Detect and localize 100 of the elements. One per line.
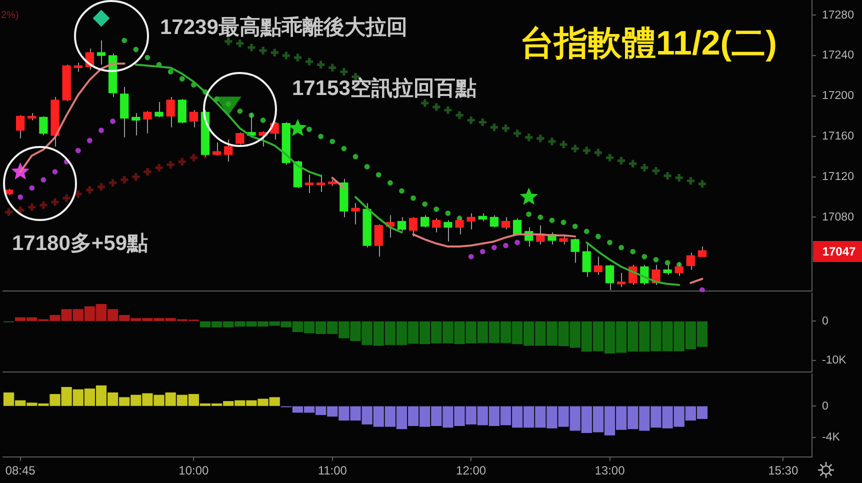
- y-tick-label: 17200: [822, 90, 854, 102]
- candlestick: [408, 216, 418, 237]
- point: [674, 172, 684, 183]
- point: [604, 152, 615, 163]
- candlestick: [686, 252, 695, 270]
- point: [11, 162, 30, 180]
- point: [154, 162, 164, 173]
- candlestick: [455, 218, 464, 235]
- candlestick: [143, 110, 152, 134]
- point: [122, 38, 128, 44]
- point: [179, 76, 185, 82]
- point: [304, 56, 314, 67]
- point: [281, 50, 292, 61]
- annotation: 17239最高點乖離後大拉回: [160, 14, 408, 39]
- y-tick-label: 17160: [822, 130, 854, 143]
- candlestick: [512, 218, 522, 235]
- point: [664, 260, 670, 266]
- point: [582, 145, 592, 156]
- point: [480, 248, 486, 254]
- point: [628, 158, 638, 169]
- point: [570, 143, 580, 154]
- point: [26, 202, 37, 212]
- candlestick: [466, 212, 476, 230]
- point: [92, 10, 110, 27]
- candlestick: [132, 112, 140, 136]
- point: [639, 162, 650, 173]
- point: [110, 118, 116, 124]
- candlestick: [74, 62, 82, 72]
- candlestick: [432, 218, 441, 233]
- candlestick: [698, 246, 707, 258]
- candlestick: [582, 242, 591, 278]
- point: [434, 206, 440, 212]
- point: [595, 234, 601, 240]
- point: [226, 101, 232, 107]
- point: [431, 102, 442, 112]
- annotation: 2%): [1, 10, 19, 21]
- point: [503, 242, 508, 248]
- point: [535, 133, 546, 144]
- point: [442, 105, 454, 116]
- point: [15, 205, 26, 216]
- point: [246, 42, 257, 53]
- candlestick: [178, 98, 186, 124]
- candlestick: [96, 40, 106, 66]
- point: [318, 134, 324, 140]
- point: [642, 254, 648, 260]
- candlestick: [570, 238, 580, 264]
- candlestick: [236, 132, 244, 145]
- point: [512, 128, 522, 138]
- point: [500, 123, 511, 134]
- point: [237, 108, 243, 114]
- point: [188, 152, 199, 163]
- point: [142, 166, 153, 177]
- point: [40, 177, 46, 183]
- point: [618, 244, 624, 250]
- candlestick: [490, 214, 499, 228]
- point: [38, 200, 49, 210]
- candlestick: [420, 214, 430, 228]
- text: 台指軟體11/2(二): [520, 24, 777, 62]
- point: [18, 194, 24, 200]
- point: [292, 52, 303, 63]
- x-tick-label: 13:00: [594, 464, 626, 478]
- point: [491, 244, 497, 250]
- point: [269, 47, 280, 58]
- point: [29, 185, 35, 191]
- point: [572, 224, 578, 230]
- point: [168, 69, 174, 74]
- candlestick: [616, 272, 626, 288]
- text: 17047: [822, 244, 856, 258]
- candlestick: [166, 96, 175, 128]
- point: [560, 220, 566, 225]
- x-tick-label: 12:00: [456, 464, 486, 478]
- point: [489, 122, 500, 132]
- point: [520, 188, 538, 205]
- point: [144, 54, 150, 60]
- point: [341, 146, 347, 152]
- point: [330, 138, 336, 144]
- point: [653, 256, 659, 262]
- y-tick-label: 17080: [822, 211, 854, 224]
- point: [50, 196, 60, 208]
- candlestick: [304, 174, 314, 194]
- point: [524, 132, 534, 143]
- y-tick-label: 17240: [822, 50, 854, 62]
- candlestick: [154, 102, 164, 118]
- candlestick: [351, 202, 360, 225]
- y-tick-label: 17120: [822, 170, 854, 183]
- point: [316, 60, 326, 70]
- candlestick: [224, 138, 233, 162]
- x-tick-label: 08:45: [5, 464, 36, 478]
- point: [593, 147, 604, 158]
- point: [376, 172, 382, 178]
- annotation: 17180多+59點: [12, 232, 148, 255]
- point: [616, 156, 626, 166]
- point: [84, 184, 95, 196]
- annotation: 17153空訊拉回百點: [292, 76, 476, 100]
- point: [650, 166, 662, 176]
- point: [133, 46, 139, 52]
- point: [352, 154, 358, 160]
- point: [364, 164, 370, 170]
- point: [686, 176, 696, 186]
- point: [130, 172, 142, 182]
